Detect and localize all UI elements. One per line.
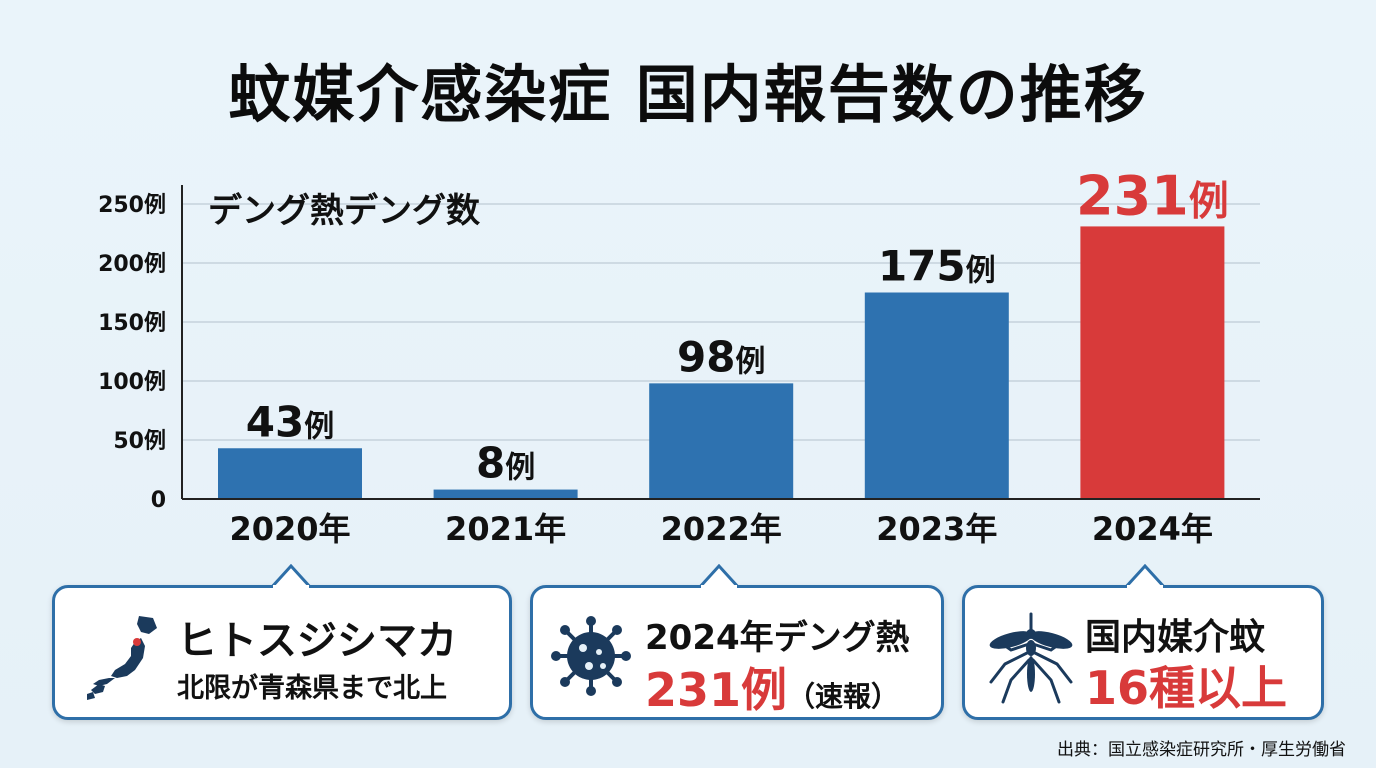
x-tick-label: 2020年 — [229, 510, 350, 548]
callout-dengue-2024: 2024年デング熱 231例（速報） — [530, 564, 944, 720]
bar-2024年 — [1080, 226, 1225, 500]
bar-2021年 — [433, 489, 578, 499]
data-label: 175例 — [878, 242, 996, 291]
callout-species-value: 16種以上 — [1085, 661, 1288, 715]
x-tick-label: 2023年 — [876, 510, 997, 548]
callout-range-text: 北限が青森県まで北上 — [177, 673, 447, 704]
mosquito-icon — [989, 612, 1073, 704]
y-tick-label: 50例 — [113, 429, 166, 454]
y-axis-ticks: 0 50例 100例 150例 200例 250例 — [98, 193, 166, 513]
y-tick-label: 200例 — [98, 252, 166, 277]
callout-dengue-note: （速報） — [787, 680, 900, 713]
callout-range: ヒトスジシマカ 北限が青森県まで北上 — [52, 564, 512, 720]
callout-dengue-value: 231例 — [645, 663, 788, 717]
data-label: 43例 — [246, 397, 334, 446]
bar-2020年 — [218, 448, 362, 499]
y-tick-label: 100例 — [98, 370, 166, 395]
bar-2022年 — [649, 383, 794, 499]
callout-dengue-title: 2024年デング熱 — [645, 618, 910, 658]
data-label: 231例 — [1076, 164, 1229, 227]
data-label: 8例 — [476, 439, 535, 488]
data-label: 98例 — [677, 332, 765, 381]
y-tick-label: 250例 — [98, 193, 166, 218]
callout-mosquito-species: 国内媒介蚊 16種以上 — [962, 564, 1324, 720]
x-tick-label: 2024年 — [1092, 510, 1213, 548]
page-title: 蚊媒介感染症 国内報告数の推移 — [228, 58, 1148, 131]
japan-map-icon — [87, 616, 157, 700]
bars — [218, 226, 1225, 500]
callout-dengue-count: 231例（速報） — [645, 654, 899, 720]
y-tick-label: 0 — [151, 488, 166, 513]
data-labels: 43例 8例 98例 175例 231例 — [246, 164, 1229, 487]
x-tick-label: 2022年 — [661, 510, 782, 548]
callout-pointer — [1125, 564, 1165, 588]
callout-pointer — [699, 564, 739, 588]
chart-title: デング熱デング数 — [208, 191, 480, 231]
callout-species-title: 国内媒介蚊 — [1085, 617, 1266, 658]
bar-2023年 — [864, 292, 1009, 499]
y-tick-label: 150例 — [98, 311, 166, 336]
callout-range-title: ヒトスジシマカ — [177, 618, 457, 664]
source-note: 出典：国立感染症研究所・厚生労働省 — [1057, 740, 1346, 760]
x-axis-ticks: 2020年 2021年 2022年 2023年 2024年 — [229, 510, 1212, 548]
grid-lines — [182, 203, 1260, 441]
virus-icon — [551, 616, 631, 696]
x-tick-label: 2021年 — [445, 510, 566, 548]
callout-pointer — [271, 564, 311, 588]
